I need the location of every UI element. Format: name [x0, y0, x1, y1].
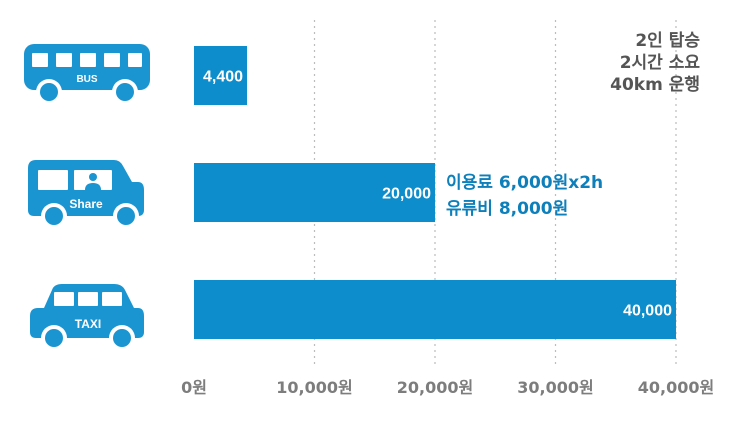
bar-value-label-taxi: 40,000	[623, 303, 672, 320]
bar-share	[194, 163, 435, 222]
car-share-icon-label: Share	[69, 197, 103, 211]
share-breakdown-line-1: 이용료 6,000원x2h	[446, 173, 603, 193]
share-breakdown-line-2: 유류비 8,000원	[446, 199, 568, 219]
x-tick-label-3: 30,000원	[517, 378, 593, 397]
bar-value-label-share: 20,000	[382, 186, 431, 203]
car-share-icon: Share	[28, 160, 144, 229]
bus-icon-label: BUS	[76, 74, 97, 85]
bus-icon: BUS	[24, 44, 150, 105]
conditions-line-2: 2시간 소요	[620, 53, 701, 73]
bars	[194, 46, 676, 339]
x-tick-label-0: 0원	[181, 378, 207, 397]
conditions-line-1: 2인 탑승	[635, 30, 700, 51]
bar-value-label-bus: 4,400	[203, 69, 243, 86]
conditions-note: 2인 탑승 2시간 소요 40km 운행	[610, 30, 700, 95]
x-tick-label-4: 40,000원	[638, 378, 714, 397]
bar-taxi	[194, 280, 676, 339]
taxi-icon-label: TAXI	[75, 317, 101, 331]
bar-bus	[194, 46, 248, 105]
conditions-line-3: 40km 운행	[610, 75, 700, 95]
x-tick-label-1: 10,000원	[276, 378, 352, 397]
bar-value-labels: 4,400 20,000 40,000	[203, 69, 672, 320]
x-tick-label-2: 20,000원	[397, 378, 473, 397]
share-breakdown-note: 이용료 6,000원x2h 유류비 8,000원	[446, 173, 603, 219]
taxi-icon: TAXI	[30, 284, 144, 351]
x-axis-ticks: 0원 10,000원 20,000원 30,000원 40,000원	[181, 378, 714, 397]
